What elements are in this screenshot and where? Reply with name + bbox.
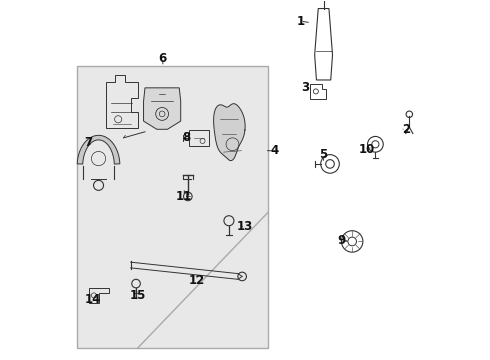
Text: 15: 15 <box>130 288 146 302</box>
Bar <box>77 66 268 348</box>
Text: 4: 4 <box>270 144 278 157</box>
Text: 14: 14 <box>84 293 100 306</box>
Polygon shape <box>77 135 120 164</box>
Text: 3: 3 <box>301 81 309 94</box>
Text: 8: 8 <box>182 131 190 144</box>
Polygon shape <box>214 104 245 161</box>
Text: 11: 11 <box>176 190 193 203</box>
Text: 13: 13 <box>237 220 253 233</box>
Polygon shape <box>144 88 181 129</box>
Text: 2: 2 <box>402 123 410 136</box>
Text: 7: 7 <box>84 136 92 149</box>
Text: 10: 10 <box>358 143 374 156</box>
Bar <box>189 130 209 146</box>
Text: 5: 5 <box>319 148 328 162</box>
Text: 6: 6 <box>159 52 167 65</box>
Text: 12: 12 <box>189 274 205 287</box>
Text: 1: 1 <box>296 14 304 27</box>
Text: 9: 9 <box>337 234 345 247</box>
